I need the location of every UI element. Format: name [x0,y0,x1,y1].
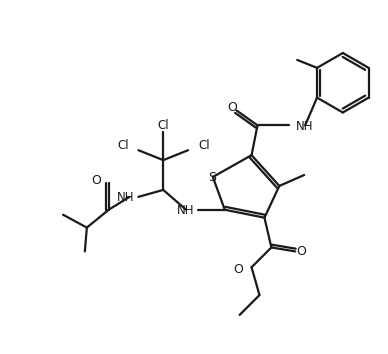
Text: O: O [296,245,306,258]
Text: O: O [234,263,244,276]
Text: NH: NH [117,191,135,204]
Text: S: S [208,171,216,184]
Text: Cl: Cl [198,139,210,152]
Text: O: O [227,101,237,114]
Text: NH: NH [177,204,194,217]
Text: Cl: Cl [158,119,169,132]
Text: Cl: Cl [117,139,128,152]
Text: NH: NH [296,120,314,133]
Text: O: O [91,175,101,188]
